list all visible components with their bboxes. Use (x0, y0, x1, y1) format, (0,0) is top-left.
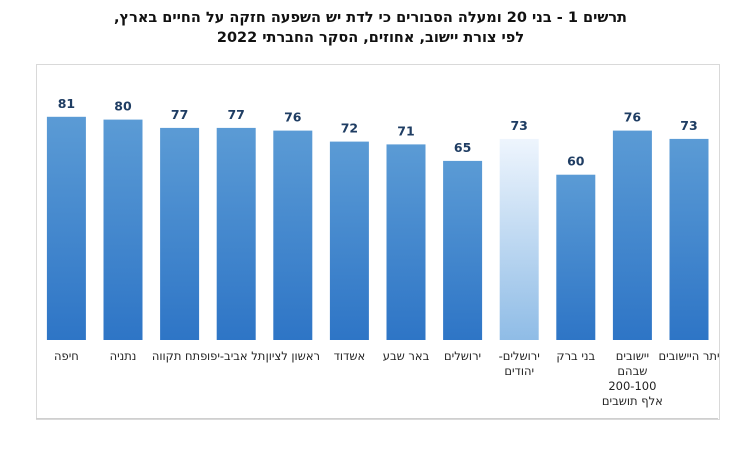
chart-title-line-1: תרשים 1 - בני 20 ומעלה הסבורים כי לדת יש… (114, 10, 627, 26)
category-label-3-1: יהודים (504, 364, 534, 378)
chart-frame (36, 64, 720, 420)
category-label-9-0: פתח תקווה (152, 349, 207, 363)
bar-5 (386, 144, 426, 340)
value-label-3: 73 (510, 118, 527, 133)
bar-10 (103, 119, 143, 340)
bar-0 (669, 138, 709, 340)
category-label-10-0: נתניה (110, 349, 137, 363)
category-label-1-3: אלף תושבים (602, 394, 663, 408)
category-label-1-2: 200-100 (608, 379, 656, 393)
bar-8 (216, 127, 256, 341)
value-label-7: 76 (284, 110, 302, 125)
bar-1 (612, 130, 652, 340)
bar-9 (160, 127, 200, 341)
value-label-10: 80 (114, 99, 132, 114)
category-label-5-0: באר שבע (383, 349, 430, 363)
bar-3 (499, 138, 539, 340)
category-label-2-0: בני ברק (556, 349, 595, 363)
category-label-6-0: אשדוד (334, 349, 366, 363)
value-label-6: 72 (341, 121, 358, 136)
bar-2 (556, 174, 596, 340)
value-label-2: 60 (567, 154, 585, 169)
chart-title: תרשים 1 - בני 20 ומעלה הסבורים כי לדת יש… (0, 8, 741, 48)
bar-4 (443, 160, 483, 340)
bar-6 (329, 141, 369, 340)
category-label-11-0: חיפה (54, 349, 79, 363)
value-label-11: 81 (58, 96, 75, 111)
value-label-5: 71 (397, 123, 414, 138)
value-label-9: 77 (171, 107, 188, 122)
chart-frame-bottom (36, 418, 718, 419)
value-label-8: 77 (227, 107, 244, 122)
chart-title-line-2: לפי צורת יישוב, אחוזים, הסקר החברתי 2022 (216, 30, 525, 46)
category-label-7-0: ראשון לציון (266, 349, 320, 363)
category-label-8-0: תל אביב-יפו (207, 349, 265, 363)
value-label-4: 65 (454, 140, 471, 155)
category-label-4-0: ירושלים (444, 349, 481, 363)
value-label-0: 73 (680, 118, 697, 133)
bar-7 (273, 130, 313, 340)
value-label-1: 76 (624, 110, 642, 125)
category-label-1-1: שבהם (617, 364, 647, 378)
category-label-1-0: יישובים (616, 349, 649, 363)
category-label-0-0: יתר היישובים (658, 349, 719, 363)
bar-11 (46, 116, 86, 340)
category-label-3-0: ירושלים- (499, 349, 540, 363)
